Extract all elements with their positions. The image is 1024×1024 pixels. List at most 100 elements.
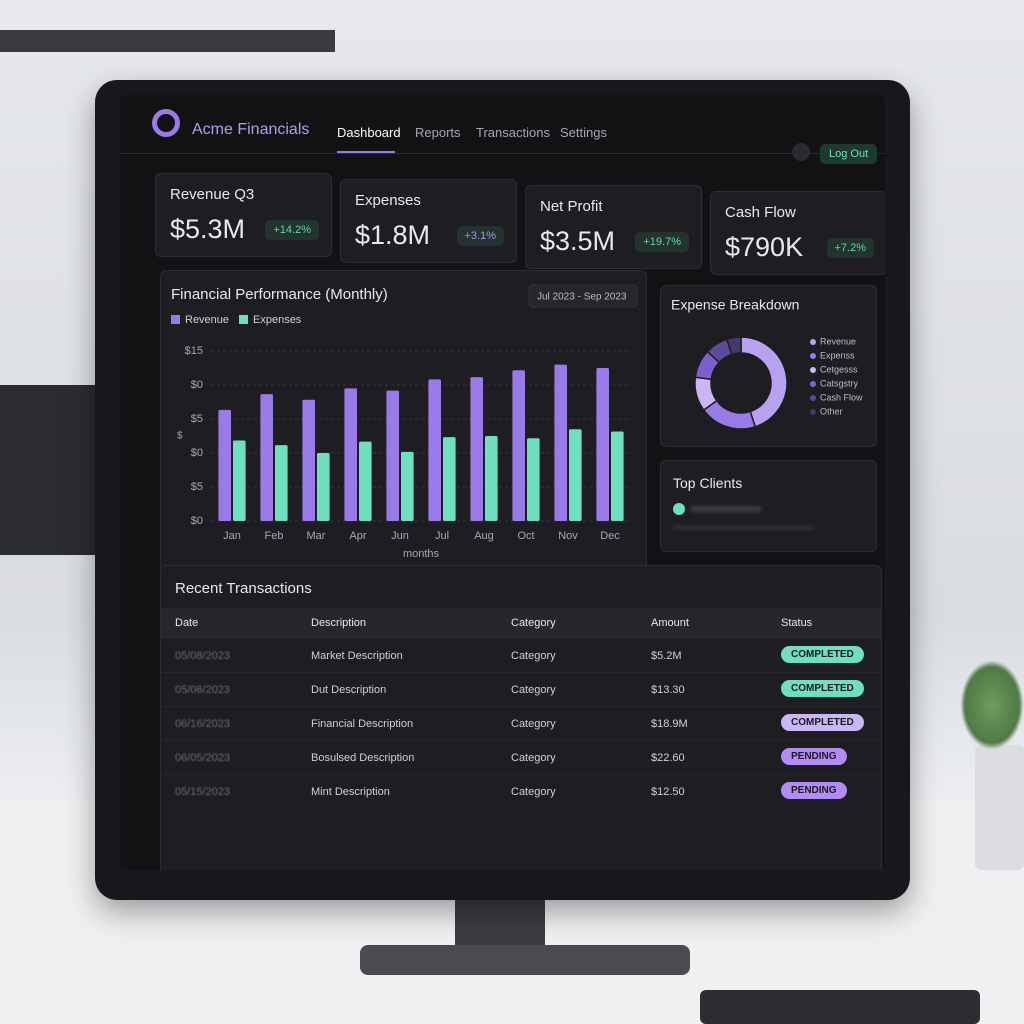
x-axis-label: months: [403, 548, 440, 560]
transactions-title: Recent Transactions: [175, 580, 312, 597]
x-tick-label: Apr: [349, 530, 366, 542]
legend-label: Expenss: [820, 350, 855, 360]
column-header: Amount: [651, 617, 689, 629]
user-icon[interactable]: [792, 143, 810, 161]
bar: [470, 377, 483, 521]
status-badge: PENDING: [781, 782, 847, 799]
column-header: Category: [511, 617, 556, 629]
cell-description: Mint Description: [311, 786, 390, 798]
status-badge: COMPLETED: [781, 714, 864, 731]
kpi-change: +19.7%: [635, 232, 689, 252]
legend-label: Other: [820, 406, 843, 416]
donut-segment: [740, 336, 788, 428]
legend-label: Revenue: [185, 314, 229, 326]
background-monitor: [0, 385, 100, 555]
bar: [443, 437, 456, 521]
bar: [485, 436, 498, 521]
kpi-change: +7.2%: [826, 238, 874, 258]
legend-label: Catsgstry: [820, 378, 859, 388]
legend-label: Cetgesss: [820, 364, 858, 374]
kpi-label: Cash Flow: [725, 204, 796, 221]
nav-item[interactable]: Settings: [560, 125, 607, 140]
donut-title: Expense Breakdown: [671, 297, 799, 313]
legend-dot: [810, 395, 816, 401]
cell-category: Category: [511, 684, 556, 696]
table-row: 05/08/2023 Market Description Category $5.2…: [161, 638, 881, 672]
x-tick-label: Jan: [223, 530, 241, 542]
nav-item[interactable]: Reports: [415, 125, 461, 140]
status-badge: PENDING: [781, 748, 847, 765]
cell-date: 05/06/2023: [175, 684, 231, 696]
status-badge: COMPLETED: [781, 646, 864, 663]
legend-dot: [810, 367, 816, 373]
bar: [596, 368, 609, 521]
kpi-value: $5.3M: [170, 214, 246, 244]
nav-item[interactable]: Dashboard: [337, 125, 401, 140]
bar: [359, 441, 372, 521]
x-tick-label: Oct: [517, 530, 534, 542]
cell-category: Category: [511, 752, 556, 764]
y-tick-label: $15: [185, 345, 203, 357]
bar: [512, 370, 525, 521]
kpi-value: $1.8M: [355, 220, 431, 250]
shelf: [0, 30, 335, 52]
logo: [152, 109, 180, 137]
client-dot: [673, 503, 685, 515]
transactions-panel: Recent Transactions Date Description Categ…: [160, 565, 882, 870]
brand: Acme Financials: [192, 121, 310, 138]
cell-amount: $5.2M: [651, 650, 682, 662]
bar: [401, 451, 414, 521]
date-range: Jul 2023 - Sep 2023: [537, 292, 627, 303]
cell-date: 06/16/2023: [175, 718, 231, 730]
y-tick-label: $0: [191, 379, 203, 391]
x-tick-label: Feb: [265, 530, 284, 542]
cell-date: 05/15/2023: [175, 786, 231, 798]
stand-base: [360, 945, 690, 975]
legend-dot: [810, 409, 816, 415]
expense-chart: Expense Breakdown Revenue Expenss Cetgesss C…: [671, 297, 863, 430]
column-header: Description: [311, 617, 367, 629]
y-tick-label: $5: [191, 413, 203, 425]
y-axis-label: $: [177, 431, 183, 442]
cell-description: Dut Description: [311, 684, 387, 696]
expense-panel: Expense Breakdown Revenue Expenss Cetgesss C…: [660, 285, 877, 447]
bar: [569, 429, 582, 521]
kpi-label: Revenue Q3: [170, 186, 255, 203]
kpi-card: Cash Flow $790K +7.2%: [710, 191, 885, 275]
bar: [527, 438, 540, 521]
legend-swatch: [171, 315, 180, 324]
chart-title: Financial Performance (Monthly): [171, 286, 388, 303]
cell-description: Bosulsed Description: [311, 752, 415, 764]
performance-panel: Financial Performance (Monthly) Jul 2023 …: [160, 270, 647, 572]
legend-dot: [810, 381, 816, 387]
cell-description: Financial Description: [311, 718, 414, 730]
status-badge: COMPLETED: [781, 680, 864, 697]
kpi-value: $790K: [725, 232, 804, 262]
header: Acme Financials Dashboard Reports Transact…: [120, 95, 885, 164]
bar: [218, 409, 231, 521]
table-header: Date Description Category Amount Status: [161, 608, 881, 638]
bar: [260, 394, 273, 521]
cell-amount: $12.50: [651, 786, 685, 798]
y-tick-label: $0: [191, 447, 203, 459]
logout-button[interactable]: Log Out: [820, 144, 878, 164]
table-row: 05/06/2023 Dut Description Category $13.30 C…: [161, 672, 881, 706]
legend-label: Expenses: [253, 314, 302, 326]
nav-underline: [337, 151, 395, 153]
x-tick-label: Dec: [600, 530, 620, 542]
nav-item[interactable]: Transactions: [476, 125, 550, 140]
kpi-value: $3.5M: [540, 226, 616, 256]
x-tick-label: Mar: [307, 530, 326, 542]
donut-segment: [725, 336, 742, 356]
table-row: 05/15/2023 Mint Description Category $12.50…: [161, 774, 881, 808]
bar: [554, 364, 567, 521]
top-clients-panel: Top Clients: [660, 460, 877, 552]
legend-label: Cash Flow: [820, 392, 863, 402]
cell-amount: $18.9M: [651, 718, 688, 730]
bar: [275, 445, 288, 521]
legend-label: Revenue: [820, 336, 856, 346]
cell-category: Category: [511, 718, 556, 730]
kpi-card: Revenue Q3 $5.3M +14.2%: [155, 173, 332, 257]
cell-description: Market Description: [311, 650, 403, 662]
kpi-label: Net Profit: [540, 198, 603, 215]
